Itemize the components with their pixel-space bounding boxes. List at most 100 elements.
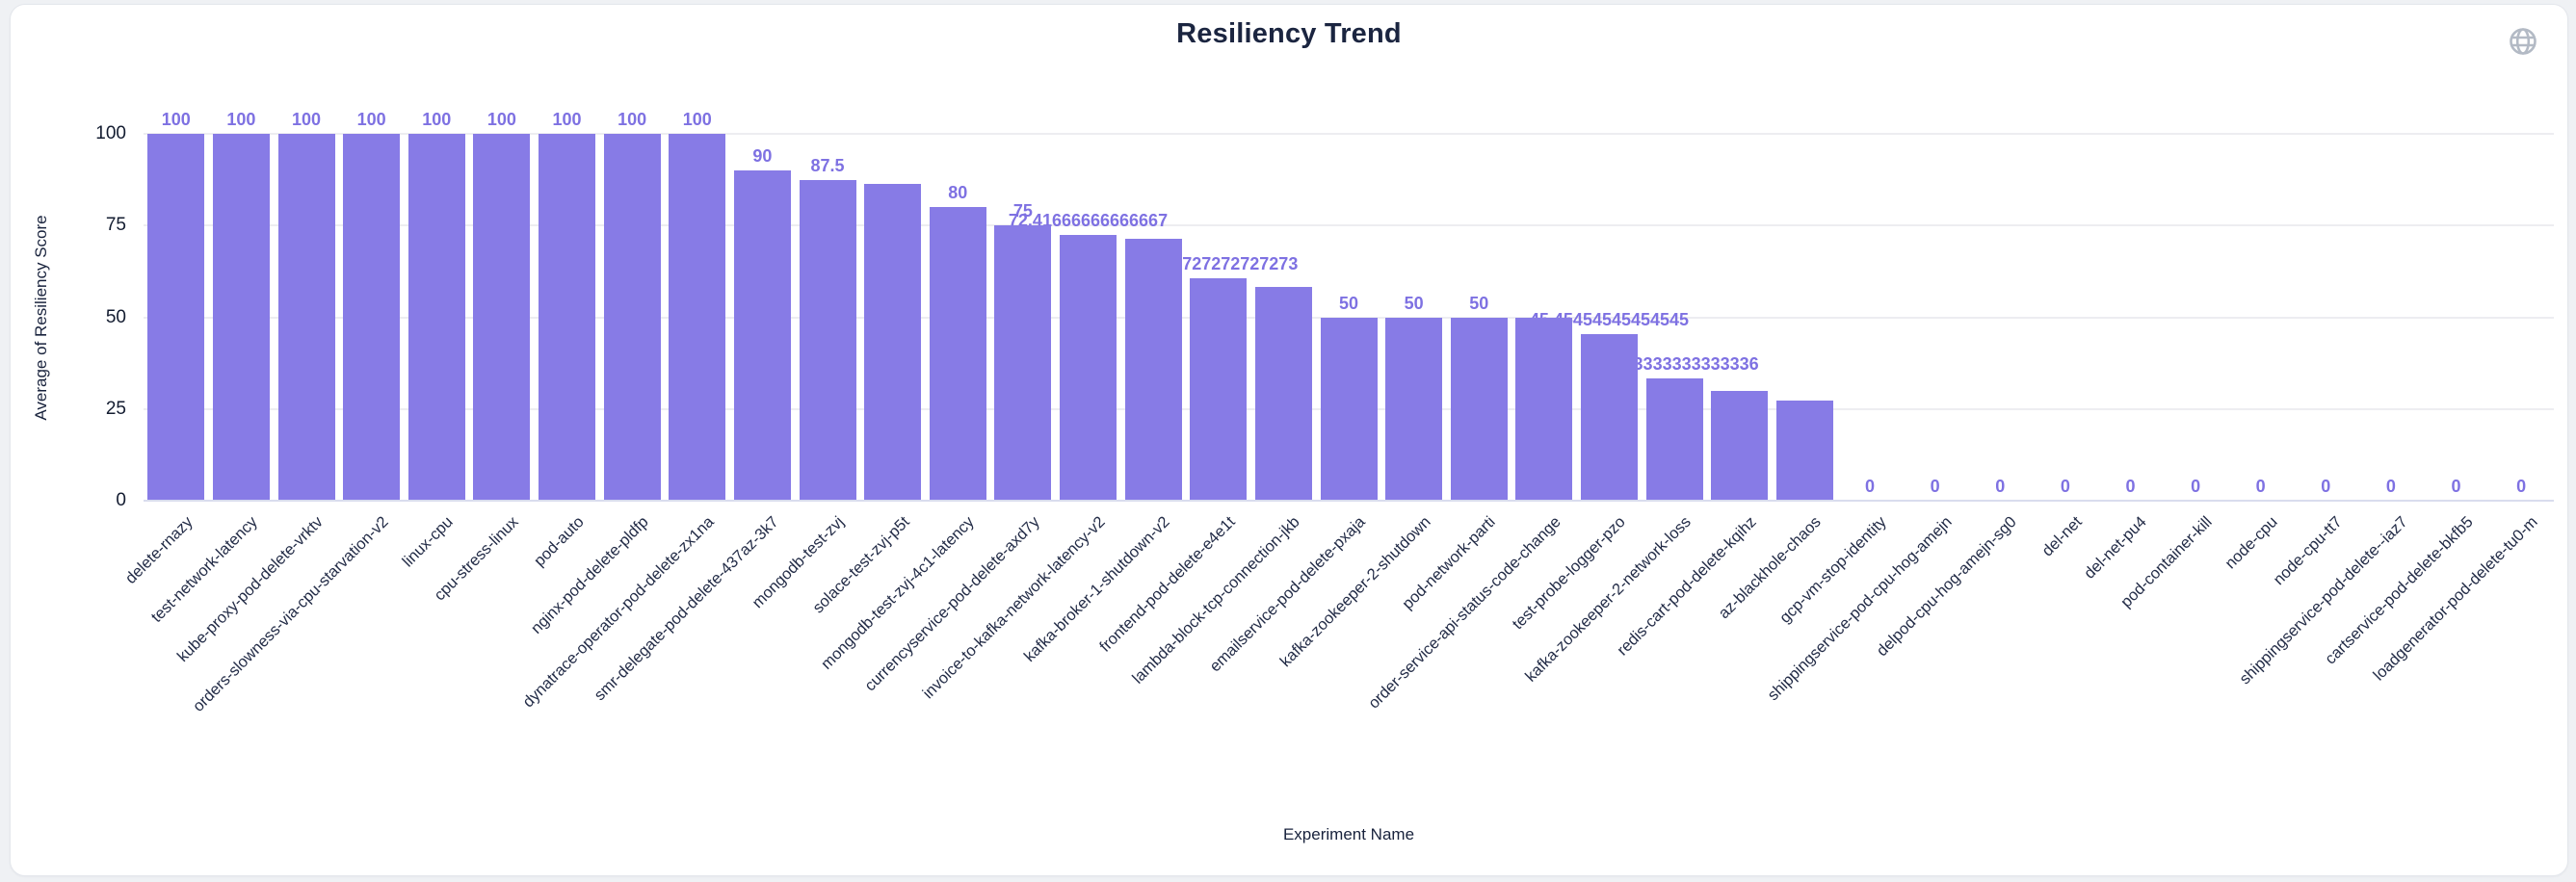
bar-value-label: 0 (1995, 477, 2006, 496)
x-tick-label: node-cpu (2221, 513, 2281, 573)
x-tick-label: emailservice-pod-delete-pxaja (1206, 513, 1369, 676)
x-tick-label: del-net (2038, 513, 2086, 560)
bar-value-label: 80 (948, 183, 968, 203)
x-tick-label: redis-cart-pod-delete-kqihz (1613, 513, 1760, 660)
bar-value-label: 100 (552, 110, 582, 129)
x-tick-label: frontend-pod-delete-e4e1t (1095, 513, 1239, 656)
x-tick-label: mongodb-test-zvj-4c1-latency (818, 513, 978, 673)
bar-mongodb-test-zvj-4c1-latency[interactable] (929, 207, 986, 501)
bar-value-label: 100 (226, 110, 256, 129)
y-tick-label: 25 (105, 398, 126, 419)
bar-kafka-zookeeper-2-shutdown[interactable] (1385, 317, 1443, 501)
x-tick-label: shippingservice-pod-delete--iaz7 (2236, 513, 2411, 688)
bar-kafka-zookeeper-2-network-loss[interactable] (1645, 378, 1703, 501)
bar-nginx-pod-delete-pldfp[interactable] (603, 134, 661, 501)
bar-chart-plot: 0 25 50 75 100 100 delete-rnazy 100 test-network… (11, 5, 2567, 875)
bar-currencyservice-pod-delete-axd7y[interactable] (994, 225, 1052, 501)
bar-value-label: 0 (2321, 477, 2331, 496)
x-tick-label: gcp-vm-stop-identity (1775, 513, 1890, 627)
bar-test-probe-logger-pzo[interactable] (1580, 333, 1638, 501)
x-tick-label: order-service-api-status-code-change (1364, 513, 1564, 713)
bar-frontend-pod-delete-e4e1t[interactable] (1190, 277, 1248, 501)
bar-lambda-block-tcp-connection-jkb[interactable] (1254, 286, 1312, 501)
x-tick-label: az-blackhole-chaos (1715, 513, 1826, 623)
x-tick-label: kafka-zookeeper-2-network-loss (1522, 513, 1695, 686)
x-tick-label: pod-network-parti (1399, 513, 1499, 613)
x-tick-label: pod-auto (530, 513, 588, 570)
x-tick-label: kube-proxy-pod-delete-vrktv (173, 513, 327, 665)
x-tick-label: shippingservice-pod-cpu-hog-amejn (1764, 513, 1956, 705)
bar-value-label: 0 (2516, 477, 2527, 496)
x-tick-label: kafka-broker-1-shutdown-v2 (1020, 513, 1173, 665)
bar-linux-cpu[interactable] (407, 134, 465, 501)
bar-value-label: 0 (2191, 477, 2201, 496)
bar-solace-test-zvj-p5t[interactable] (864, 183, 922, 501)
bar-smr-delegate-pod-delete-437az-3k7[interactable] (733, 170, 791, 501)
x-tick-label: lambda-block-tcp-connection-jkb (1129, 513, 1304, 687)
bar-dynatrace-operator-pod-delete-zx1na[interactable] (669, 134, 726, 501)
x-tick-label: dynatrace-operator-pod-delete-zx1na (519, 513, 718, 712)
x-tick-label: kafka-zookeeper-2-shutdown (1276, 513, 1434, 671)
x-tick-label: smr-delegate-pod-delete-437az-3k7 (591, 513, 783, 705)
x-axis-title: Experiment Name (1282, 825, 1415, 843)
x-tick-label: currencyservice-pod-delete-axd7y (861, 513, 1043, 695)
bar-value-label: 100 (486, 110, 516, 129)
x-tick-label: solace-test-zvj-p5t (808, 513, 913, 617)
x-tick-label: orders-slowness-via-cpu-starvation-v2 (189, 513, 392, 715)
bar-value-label: 90 (752, 146, 773, 167)
y-tick-label: 50 (105, 306, 126, 327)
gridline-y-100 (144, 133, 2554, 135)
globe-icon[interactable] (2508, 26, 2538, 57)
chart-title: Resiliency Trend (1176, 18, 1402, 49)
bar-pod-auto[interactable] (539, 134, 596, 501)
bar-value-label: 87.5 (810, 155, 845, 175)
x-tick-label: delpod-cpu-hog-amejn-sg0 (1873, 513, 2020, 661)
bar-redis-cart-pod-delete-kqihz[interactable] (1711, 390, 1769, 501)
y-tick-label: 75 (105, 215, 126, 236)
bar-orders-slowness-via-cpu-starvation-v2[interactable] (343, 134, 401, 501)
bar-kafka-broker-1-shutdown-v2[interactable] (1124, 238, 1182, 501)
x-tick-label: linux-cpu (399, 513, 458, 571)
bar-value-label: 75 (1012, 201, 1033, 221)
bar-value-label: 0 (2385, 477, 2396, 496)
bar-value-label: 100 (682, 110, 712, 129)
bar-value-label: 0 (2451, 477, 2461, 496)
y-tick-label: 0 (116, 490, 126, 510)
y-tick-label: 100 (95, 123, 126, 143)
bar-value-label: 100 (161, 110, 191, 129)
chart-card: Resiliency Trend 0 25 50 75 100 100 delete-rna… (10, 4, 2568, 876)
x-tick-label: mongodb-test-zvj (749, 513, 848, 612)
x-tick-label: invoice-to-kafka-network-latency-v2 (918, 513, 1109, 703)
bar-value-label: 72.41666666666667 (1008, 211, 1169, 231)
x-tick-label: nginx-pod-delete-pldfp (528, 513, 652, 637)
bar-value-label: 100 (292, 110, 322, 129)
bar-value-label: 0 (2060, 477, 2070, 496)
gridline-y-75 (144, 224, 2554, 227)
bar-value-label: 0 (2125, 477, 2136, 496)
bar-value-label: 50 (1338, 293, 1359, 313)
x-axis-line (144, 500, 2554, 502)
bar-emailservice-pod-delete-pxaja[interactable] (1320, 317, 1378, 501)
x-tick-label: node-cpu-tt7 (2270, 513, 2347, 589)
bar-invoice-to-kafka-network-latency-v2[interactable] (1060, 235, 1117, 501)
bar-value-label: 100 (356, 110, 386, 129)
bar-value-label: 0 (2255, 477, 2266, 496)
x-tick-label: test-probe-logger-pzo (1509, 513, 1630, 634)
bar-test-network-latency[interactable] (212, 134, 270, 501)
bar-az-blackhole-chaos[interactable] (1775, 401, 1833, 501)
bar-value-label: 0 (1930, 477, 1940, 496)
bar-mongodb-test-zvj[interactable] (799, 179, 856, 501)
bar-kube-proxy-pod-delete-vrktv[interactable] (277, 134, 335, 501)
bar-order-service-api-status-code-change[interactable] (1515, 317, 1573, 501)
x-tick-label: cartservice-pod-delete-bkfb5 (2321, 513, 2477, 668)
x-tick-label: del-net-pu4 (2081, 513, 2151, 583)
bar-delete-rnazy[interactable] (147, 134, 205, 501)
bar-value-label: 100 (618, 110, 647, 129)
bar-value-label: 100 (422, 110, 452, 129)
x-tick-label: pod-container-kill (2117, 513, 2216, 611)
x-tick-label: cpu-stress-linux (431, 513, 522, 605)
bar-cpu-stress-linux[interactable] (473, 134, 531, 501)
bar-value-label: 50 (1469, 293, 1489, 313)
bar-pod-network-parti[interactable] (1450, 317, 1508, 501)
bar-value-label: 0 (1864, 477, 1875, 496)
